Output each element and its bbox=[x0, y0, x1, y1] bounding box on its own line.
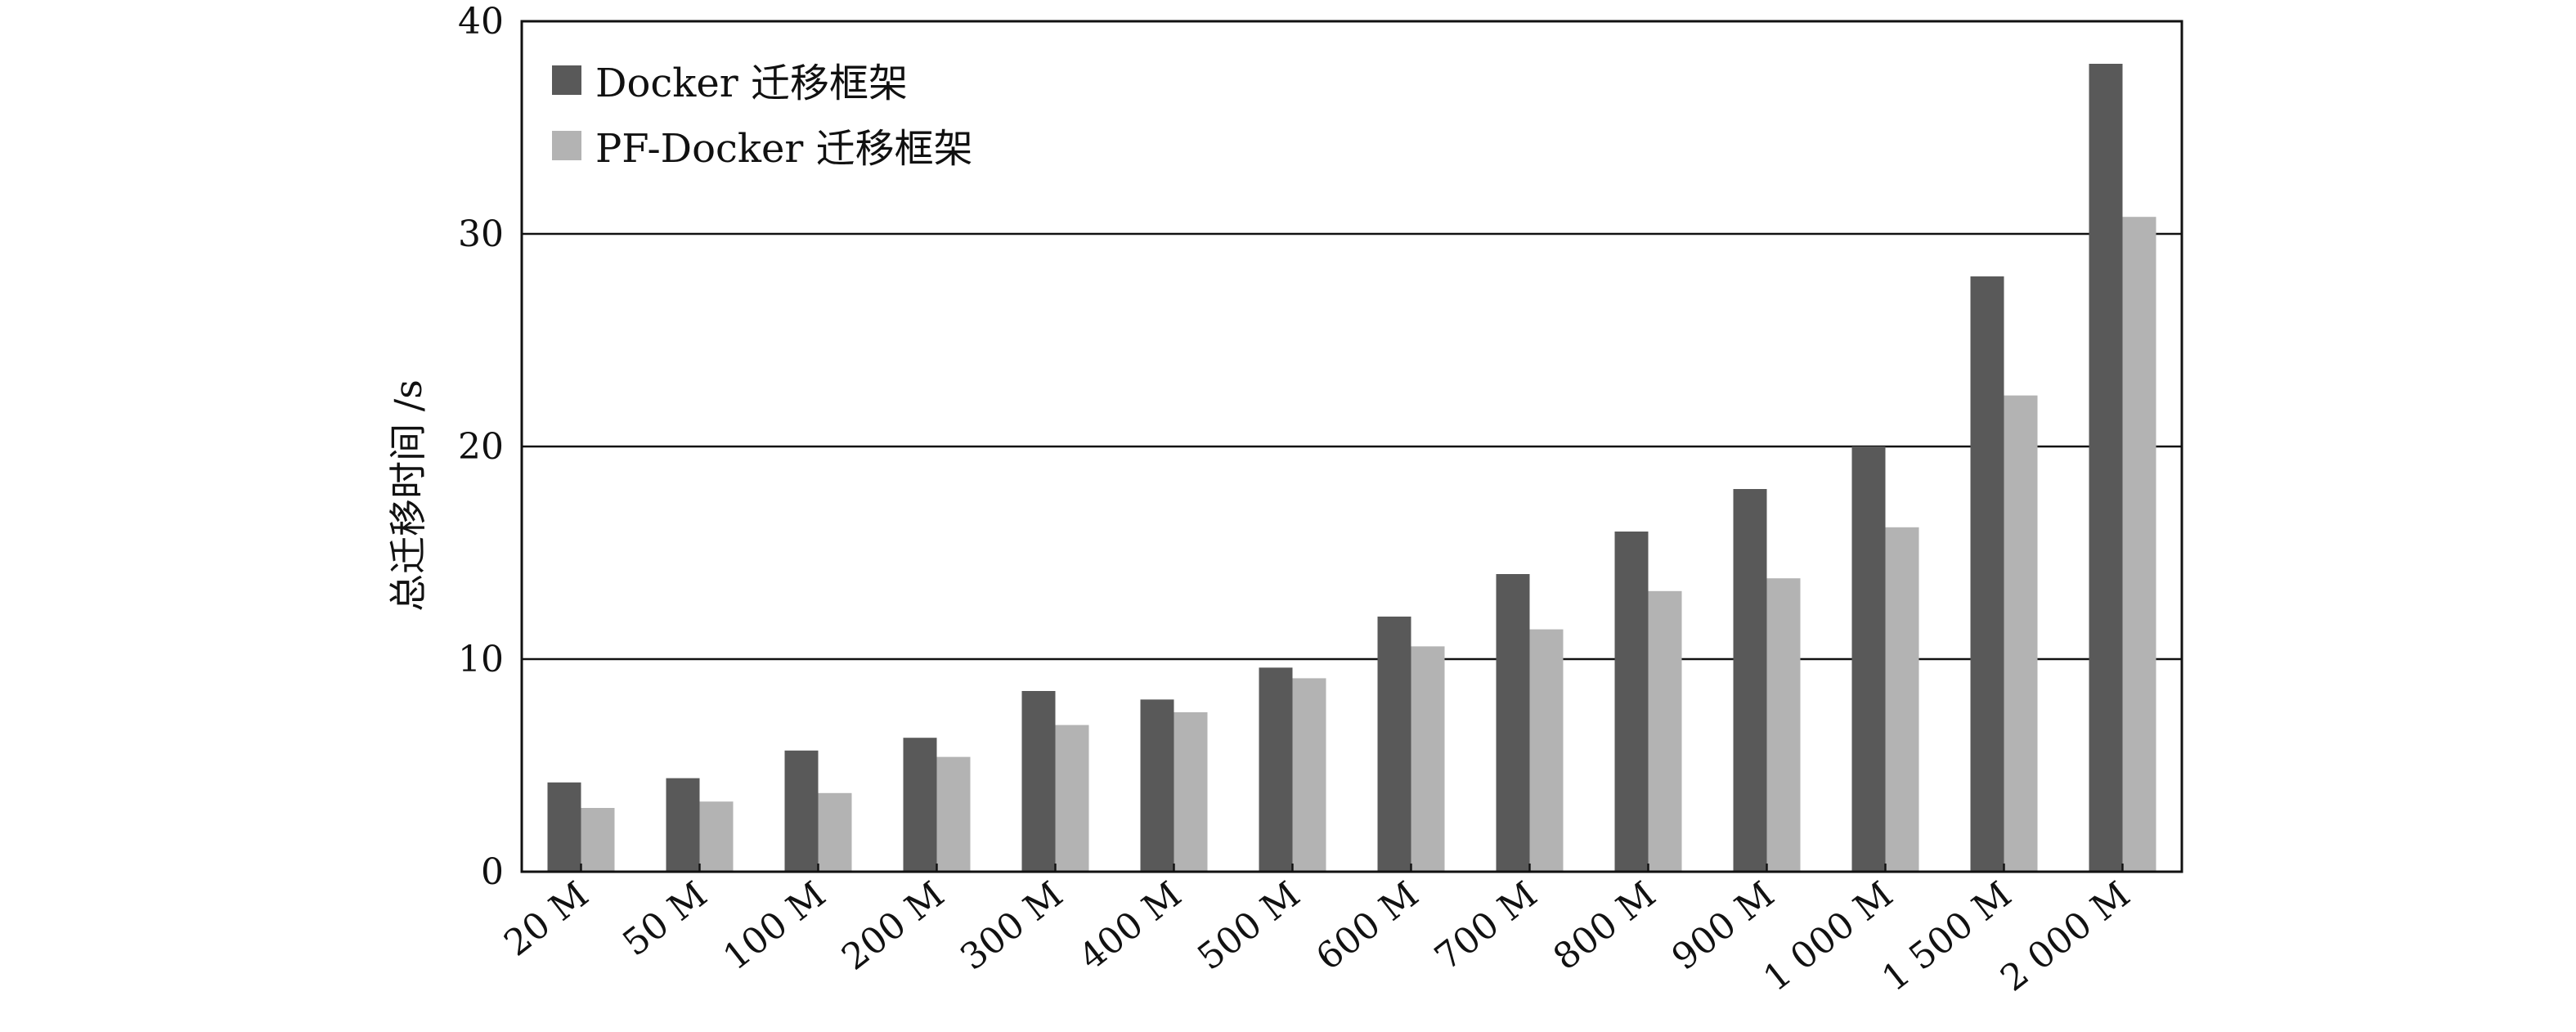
bar-docker-600M bbox=[1377, 617, 1411, 872]
bar-pf-docker-20M bbox=[581, 808, 615, 872]
bar-pf-docker-200M bbox=[936, 756, 971, 872]
x-tick-label: 600 M bbox=[1308, 873, 1426, 978]
x-axis-tick-labels: 20 M 50 M 100 M 200 M 300 M 400 M 500 M 600 M 70… bbox=[496, 873, 2138, 999]
y-tick-label-40: 40 bbox=[458, 1, 504, 43]
plot-frame bbox=[520, 20, 2183, 873]
bar-pf-docker-300M bbox=[1055, 725, 1089, 872]
legend-swatch-pf-docker bbox=[552, 131, 581, 160]
x-tick-label: 1 500 M bbox=[1874, 873, 2019, 999]
legend-label-pf-docker: PF-Docker 迁移框架 bbox=[595, 126, 973, 172]
bar-docker-20M bbox=[547, 782, 581, 872]
x-tick-label: 100 M bbox=[716, 873, 833, 978]
bar-docker-400M bbox=[1140, 699, 1174, 872]
x-tick-label: 50 M bbox=[615, 873, 715, 964]
x-tick-label: 1 000 M bbox=[1756, 873, 1901, 999]
bar-docker-1500M bbox=[1970, 276, 2004, 872]
x-tick-label: 200 M bbox=[834, 873, 952, 978]
x-tick-label: 800 M bbox=[1546, 873, 1663, 978]
bar-pf-docker-1500M bbox=[2004, 395, 2038, 873]
bar-docker-700M bbox=[1496, 574, 1530, 872]
x-tick-label: 500 M bbox=[1190, 873, 1308, 978]
bar-docker-1000M bbox=[1851, 446, 1886, 872]
bar-pf-docker-800M bbox=[1648, 590, 1682, 872]
bar-pf-docker-700M bbox=[1529, 629, 1564, 872]
bars-layer bbox=[547, 64, 2156, 873]
y-tick-label-20: 20 bbox=[458, 426, 504, 468]
bar-docker-300M bbox=[1021, 691, 1056, 872]
x-tick-label: 400 M bbox=[1071, 873, 1189, 978]
y-tick-label-10: 10 bbox=[458, 639, 504, 680]
x-tick-label: 700 M bbox=[1427, 873, 1545, 978]
bar-pf-docker-2000M bbox=[2122, 217, 2156, 872]
x-tick-label: 2 000 M bbox=[1993, 873, 2138, 999]
bar-docker-2000M bbox=[2089, 64, 2123, 872]
bar-docker-800M bbox=[1614, 532, 1649, 872]
bar-pf-docker-1000M bbox=[1885, 527, 1919, 872]
x-tick-label: 20 M bbox=[496, 873, 596, 964]
bar-docker-500M bbox=[1259, 667, 1293, 872]
ticks-layer bbox=[580, 864, 2124, 872]
y-tick-label-30: 30 bbox=[458, 213, 504, 255]
y-axis-tick-labels: 0 10 20 30 40 bbox=[458, 1, 504, 893]
x-tick-label: 300 M bbox=[953, 873, 1070, 978]
bar-pf-docker-400M bbox=[1174, 712, 1208, 872]
bar-pf-docker-50M bbox=[699, 801, 734, 872]
legend-swatch-docker bbox=[552, 65, 581, 95]
bar-docker-900M bbox=[1733, 489, 1767, 872]
bar-docker-100M bbox=[784, 750, 819, 872]
bar-pf-docker-900M bbox=[1766, 578, 1801, 872]
y-axis-title: 总迁移时间 /s bbox=[386, 379, 430, 612]
bar-pf-docker-500M bbox=[1292, 678, 1326, 872]
bar-docker-50M bbox=[666, 778, 700, 872]
legend-label-docker: Docker 迁移框架 bbox=[595, 61, 908, 106]
grid-layer bbox=[522, 232, 2182, 661]
bar-pf-docker-100M bbox=[818, 792, 852, 872]
bar-pf-docker-600M bbox=[1411, 646, 1445, 872]
bar-docker-200M bbox=[903, 738, 937, 872]
legend: Docker 迁移框架 PF-Docker 迁移框架 bbox=[552, 61, 973, 172]
y-tick-label-0: 0 bbox=[481, 851, 504, 893]
